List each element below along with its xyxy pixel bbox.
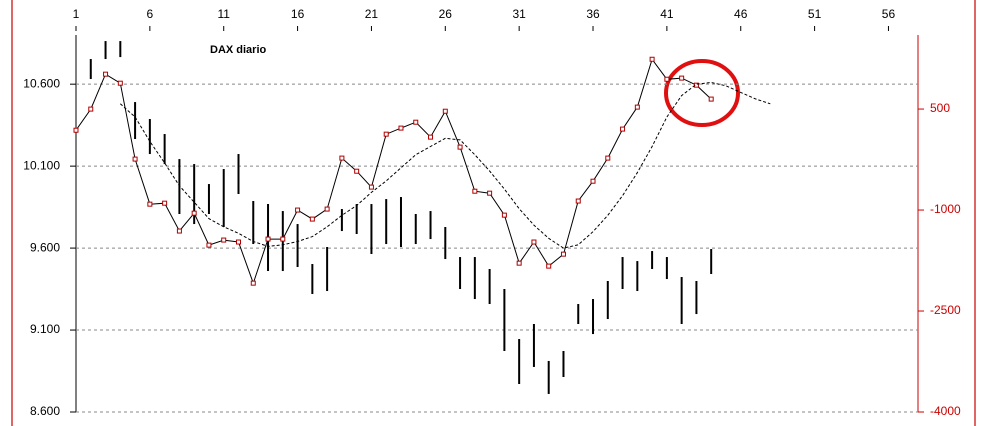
point-marker xyxy=(221,237,227,243)
x-tick-label: 41 xyxy=(660,7,674,21)
point-marker xyxy=(516,260,522,266)
x-tick-label: 36 xyxy=(586,7,600,21)
point-marker xyxy=(501,212,507,218)
x-tick-label: 26 xyxy=(439,7,453,21)
y-tick-label: 10.100 xyxy=(23,158,60,172)
point-marker xyxy=(413,119,419,125)
point-marker xyxy=(575,198,581,204)
y2-tick-label: -2500 xyxy=(930,303,961,317)
x-tick-label: 56 xyxy=(882,7,896,21)
point-marker xyxy=(531,239,537,245)
point-marker xyxy=(590,178,596,184)
point-marker xyxy=(560,251,566,257)
y-tick-label: 9.600 xyxy=(30,240,60,254)
series-line xyxy=(75,58,712,285)
point-marker xyxy=(117,80,123,86)
point-marker xyxy=(472,188,478,194)
point-marker xyxy=(265,236,271,242)
point-marker xyxy=(235,239,241,245)
x-tick-label: 6 xyxy=(147,7,154,21)
point-marker xyxy=(428,134,434,140)
point-marker xyxy=(206,242,212,248)
x-tick-label: 46 xyxy=(734,7,748,21)
point-marker xyxy=(442,108,448,114)
point-marker xyxy=(398,125,404,131)
point-marker xyxy=(250,280,256,286)
y-tick-label: 9.100 xyxy=(30,322,60,336)
point-marker xyxy=(309,216,315,222)
point-marker xyxy=(88,106,94,112)
x-tick-label: 51 xyxy=(808,7,822,21)
point-marker xyxy=(339,155,345,161)
series-line xyxy=(119,81,771,249)
x-tick-label: 11 xyxy=(217,7,230,21)
highlight-circle xyxy=(664,59,740,127)
point-marker xyxy=(605,155,611,161)
y2-tick-label: -1000 xyxy=(930,202,961,216)
point-marker xyxy=(191,210,197,216)
point-marker xyxy=(679,75,685,81)
point-marker xyxy=(280,236,286,242)
y-tick-label: 10.600 xyxy=(23,76,60,90)
point-marker xyxy=(383,131,389,137)
x-tick-label: 21 xyxy=(365,7,379,21)
x-tick-label: 16 xyxy=(291,7,305,21)
point-marker xyxy=(354,168,360,174)
point-marker xyxy=(487,190,493,196)
x-tick-label: 1 xyxy=(73,7,80,21)
y2-tick-label: -4000 xyxy=(930,404,961,418)
point-marker xyxy=(324,206,330,212)
chart-title: DAX diario xyxy=(210,44,267,56)
y-tick-label: 8.600 xyxy=(30,404,60,418)
point-marker xyxy=(147,201,153,207)
point-marker xyxy=(708,96,714,102)
point-marker xyxy=(457,144,463,150)
point-marker xyxy=(664,76,670,82)
point-marker xyxy=(546,263,552,269)
point-marker xyxy=(620,126,626,132)
y2-tick-label: 500 xyxy=(930,101,950,115)
point-marker xyxy=(649,56,655,62)
point-marker xyxy=(295,207,301,213)
point-marker xyxy=(634,104,640,110)
point-marker xyxy=(368,184,374,190)
point-marker xyxy=(73,127,79,133)
point-marker xyxy=(162,200,168,206)
x-tick-label: 31 xyxy=(512,7,526,21)
point-marker xyxy=(132,156,138,162)
point-marker xyxy=(176,228,182,234)
point-marker xyxy=(103,71,109,77)
